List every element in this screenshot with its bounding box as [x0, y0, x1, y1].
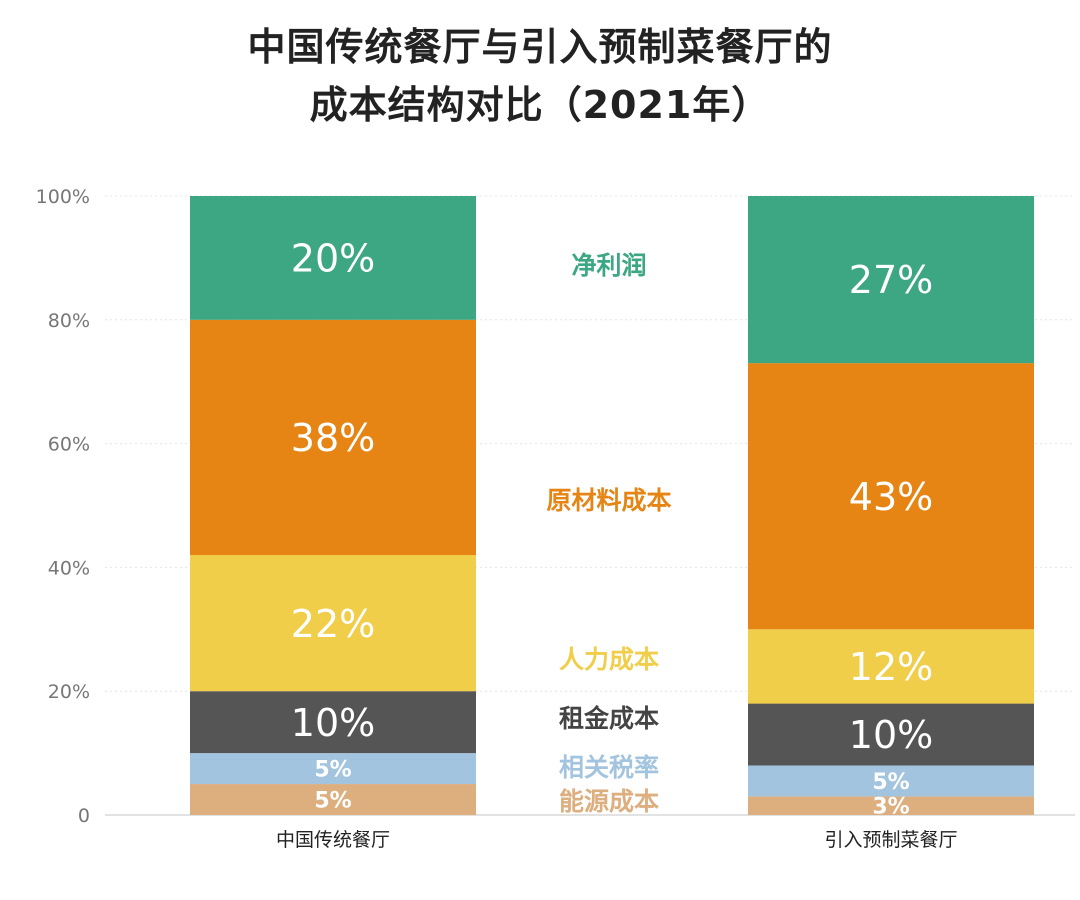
y-tick-label: 100% — [36, 186, 90, 208]
x-category-label: 引入预制菜餐厅 — [824, 829, 957, 851]
series-label: 能源成本 — [559, 787, 659, 816]
series-label: 人力成本 — [559, 645, 659, 674]
bar-segment — [190, 753, 476, 785]
bar-segment — [190, 555, 476, 692]
chart-title-line-1: 中国传统餐厅与引入预制菜餐厅的 — [247, 25, 833, 69]
bar-segment — [190, 196, 476, 320]
data-label: 20% — [291, 237, 375, 281]
y-tick-label: 40% — [48, 557, 90, 579]
bar-segment — [748, 703, 1034, 766]
chart-title-line-2: 成本结构对比（2021年） — [309, 83, 771, 127]
bar-segment — [190, 319, 476, 556]
bar-segment — [190, 784, 476, 815]
bar-segment — [748, 196, 1034, 364]
series-label: 净利润 — [571, 251, 646, 280]
data-label: 10% — [291, 701, 375, 745]
bar-segment — [748, 363, 1034, 630]
data-label: 43% — [849, 475, 933, 519]
data-label: 5% — [872, 770, 909, 795]
data-label: 5% — [314, 757, 351, 782]
y-tick-label: 60% — [48, 434, 90, 456]
y-tick-label: 0 — [78, 805, 90, 827]
data-label: 38% — [291, 416, 375, 460]
y-tick-label: 80% — [48, 310, 90, 332]
x-category-label: 中国传统餐厅 — [276, 829, 390, 851]
data-label: 22% — [291, 602, 375, 646]
data-label: 5% — [314, 788, 351, 813]
y-tick-label: 20% — [48, 681, 90, 703]
data-label: 12% — [849, 645, 933, 689]
bar-segment — [190, 691, 476, 754]
bar-segment — [748, 629, 1034, 704]
bar-segment — [748, 796, 1034, 815]
series-label: 原材料成本 — [546, 486, 671, 515]
data-label: 10% — [849, 713, 933, 757]
data-label: 27% — [849, 258, 933, 302]
chart-title: 中国传统餐厅与引入预制菜餐厅的 成本结构对比（2021年） — [0, 18, 1080, 134]
series-label: 相关税率 — [559, 753, 659, 782]
data-label: 3% — [872, 795, 909, 820]
series-label: 租金成本 — [559, 704, 659, 733]
bar-segment — [748, 765, 1034, 797]
